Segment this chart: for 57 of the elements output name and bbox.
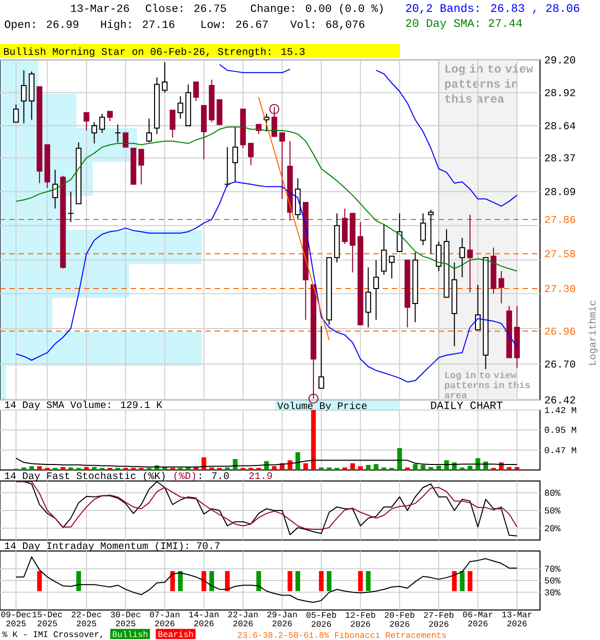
x-tick-label: 29-Jan 2026 [267,612,297,626]
chart-title: 14 Day Fast Stochastic (%K) [4,472,165,482]
y-tick-label: 28.37 [544,154,575,162]
x-tick-label: 22-Jan 2026 [228,612,258,626]
x-tick-label: 06-Mar 2026 [463,612,492,626]
y-tick-label: 28.92 [544,89,576,96]
y-tick-label: 28.09 [544,188,576,196]
y-tick-label: 30% [544,589,560,596]
text: Close: 26.75 [146,4,226,12]
text: Bullish [112,630,148,638]
x-tick-label: 13-Mar 2026 [502,612,532,626]
chart-title: 14 Day SMA Volume: 129.1 K [4,400,162,410]
text: Change: 0.00 (0.0 %) [250,4,383,14]
text: : 7.0 [200,472,229,480]
x-tick-label: 07-Jan 2026 [150,612,180,626]
y-tick-label: 26.42 [544,396,576,404]
y-tick-label: 0.47 M [544,447,576,454]
x-tick-label: 20-Feb 2026 [384,612,414,627]
y-tick-label: 26.70 [544,360,576,368]
y-tick-label: 50% [544,577,560,584]
text: 20 Day SMA: 27.44 [406,19,522,30]
y-tick-label: 20% [544,525,560,532]
text: 13-Mar-26 [71,4,129,12]
text: Volume By Price [277,402,367,412]
y-tick-label: 28.64 [544,122,576,130]
x-tick-label: 05-Feb 2026 [306,612,336,627]
x-tick-label: 27-Feb 2026 [424,612,454,627]
chart-title: 14 Day Intraday Momentum (IMI): 70.7 [4,542,220,552]
y-tick-label: 1.42 M [544,406,576,414]
text: Open: 26.99 [4,20,78,30]
x-tick-label: 12-Feb 2026 [346,612,376,627]
y-tick-label: 0.95 M [544,426,576,433]
ref-line-label: 27.58 [544,250,576,258]
x-tick-label: 30-Dec 2025 [110,612,140,626]
text: Low: 26.67 [202,20,268,28]
y-tick-label: 70% [544,566,560,572]
series-label: (%D) [174,472,196,482]
text: DAILY CHART [431,402,502,409]
y-tick-label: 50% [544,507,560,514]
x-tick-label: 09-Dec 2025 [1,612,31,626]
text: 21.9 [249,472,272,480]
y-tick-label: 80% [544,490,560,496]
x-tick-label: 15-Dec 2025 [32,612,62,626]
text: 23.6-38.2-50-61.8% Fibonacci Retracements [238,632,446,638]
x-tick-label: 22-Dec 2025 [72,612,102,626]
ref-line-label: 26.96 [544,328,576,335]
text: 20,2 Bands: 26.83 , 28.06 [406,4,580,14]
text: Bearish [158,630,193,638]
ref-line-label: 27.86 [544,216,576,224]
text: Bullish Morning Star on 06-Feb-26, Strength: 15.3 [4,47,305,57]
y-axis-title: Logarithmic [588,300,598,365]
x-tick-label: 14-Jan 2026 [189,612,218,626]
text: Vol: 68,076 [290,20,364,30]
ref-line-label: 27.30 [544,284,576,292]
y-tick-label: 29.20 [544,56,576,64]
text: High: 27.16 [101,20,174,30]
legend-title: % K - IMI Crossover, [2,631,102,639]
